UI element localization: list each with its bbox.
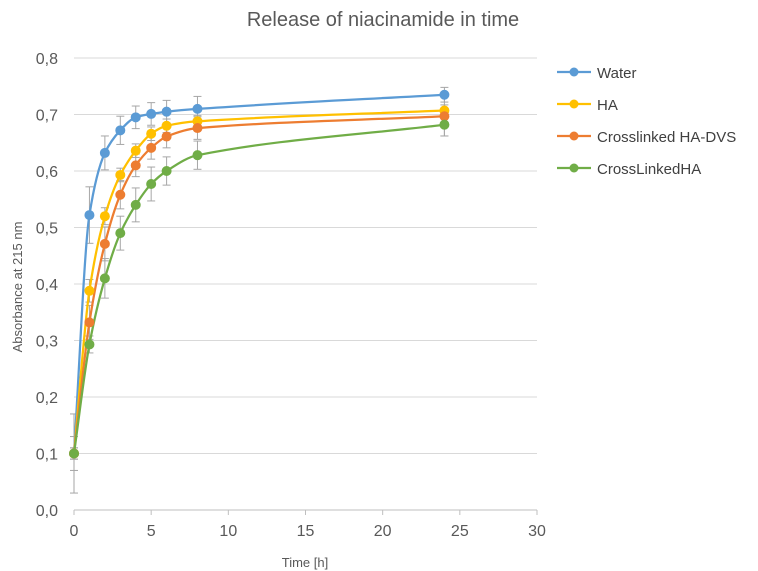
series-lines: [72, 93, 445, 454]
data-point-crosslinkedha: [161, 166, 172, 176]
data-point-water: [161, 106, 172, 117]
x-tick-label: 10: [219, 523, 237, 540]
data-point-crosslinked-ha-dvs: [130, 160, 141, 171]
x-axis-title: Time [h]: [282, 555, 328, 570]
data-point-water: [146, 108, 157, 119]
data-point-water: [439, 89, 450, 100]
x-tick-label: 25: [451, 523, 469, 540]
data-point-crosslinked-ha-dvs: [161, 131, 172, 142]
legend-marker-crosslinked-ha-dvs: [569, 131, 579, 141]
data-point-water: [192, 103, 203, 114]
series-line-crosslinked-ha-dvs: [72, 115, 445, 454]
y-tick-label: 0,1: [36, 447, 58, 464]
data-point-ha: [99, 211, 110, 222]
legend-marker-ha: [569, 99, 579, 109]
data-point-ha: [84, 285, 95, 296]
data-point-water: [84, 210, 95, 221]
series-line-water: [72, 93, 445, 454]
y-tick-label: 0,7: [36, 108, 58, 125]
y-tick-label: 0,4: [36, 277, 58, 294]
data-point-crosslinked-ha-dvs: [192, 123, 203, 134]
x-tick-label: 5: [147, 523, 156, 540]
legend-label-ha: HA: [597, 97, 618, 114]
data-point-water: [130, 112, 141, 123]
legend-marker-water: [569, 67, 579, 77]
legend: Water HA Crosslinked HA-DVS CrossLinkedHA: [557, 65, 736, 178]
error-bars: [70, 86, 449, 494]
x-tick-label: 20: [374, 523, 392, 540]
data-point-ha: [115, 169, 126, 180]
data-point-ha: [130, 145, 141, 156]
x-tick-label: 15: [297, 523, 315, 540]
legend-label-crosslinked-ha-dvs: Crosslinked HA-DVS: [597, 129, 736, 146]
data-point-crosslinked-ha-dvs: [99, 238, 110, 249]
data-point-crosslinked-ha-dvs: [146, 142, 157, 153]
data-point-ha: [146, 128, 157, 139]
data-point-water: [99, 147, 110, 158]
data-point-crosslinkedha: [439, 119, 450, 130]
data-point-crosslinkedha: [69, 448, 79, 459]
gridlines: [74, 57, 537, 454]
tick-labels: 0,0 0,1 0,2 0,3 0,4 0,5 0,6 0,7 0,8 0 5 10 15 20 25 30: [36, 51, 546, 540]
legend-label-water: Water: [597, 65, 636, 82]
y-tick-label: 0,6: [36, 164, 58, 181]
data-point-ha: [161, 120, 172, 131]
data-point-crosslinked-ha-dvs: [439, 111, 450, 122]
data-point-crosslinked-ha-dvs: [84, 317, 95, 328]
legend-label-crosslinkedha: CrossLinkedHA: [597, 161, 701, 178]
chart-title: Release of niacinamide in time: [247, 9, 519, 31]
data-point-crosslinkedha: [99, 273, 110, 284]
data-points: [69, 89, 450, 459]
y-axis-title: Absorbance at 215 nm: [10, 222, 25, 353]
data-point-crosslinkedha: [115, 228, 126, 239]
axes: [73, 509, 538, 515]
data-point-water: [115, 125, 126, 136]
series-line-ha: [72, 109, 445, 454]
y-tick-label: 0,2: [36, 390, 58, 407]
x-tick-label: 0: [70, 523, 79, 540]
y-tick-label: 0,0: [36, 503, 58, 520]
x-tick-label: 30: [528, 523, 546, 540]
data-point-crosslinkedha: [146, 178, 157, 189]
data-point-crosslinkedha: [130, 199, 141, 210]
y-tick-label: 0,5: [36, 221, 58, 238]
y-tick-label: 0,3: [36, 334, 58, 351]
data-point-crosslinkedha: [84, 339, 95, 350]
data-point-crosslinked-ha-dvs: [115, 189, 126, 200]
legend-marker-crosslinkedha: [569, 163, 579, 173]
data-point-crosslinkedha: [192, 150, 203, 161]
y-tick-label: 0,8: [36, 51, 58, 68]
